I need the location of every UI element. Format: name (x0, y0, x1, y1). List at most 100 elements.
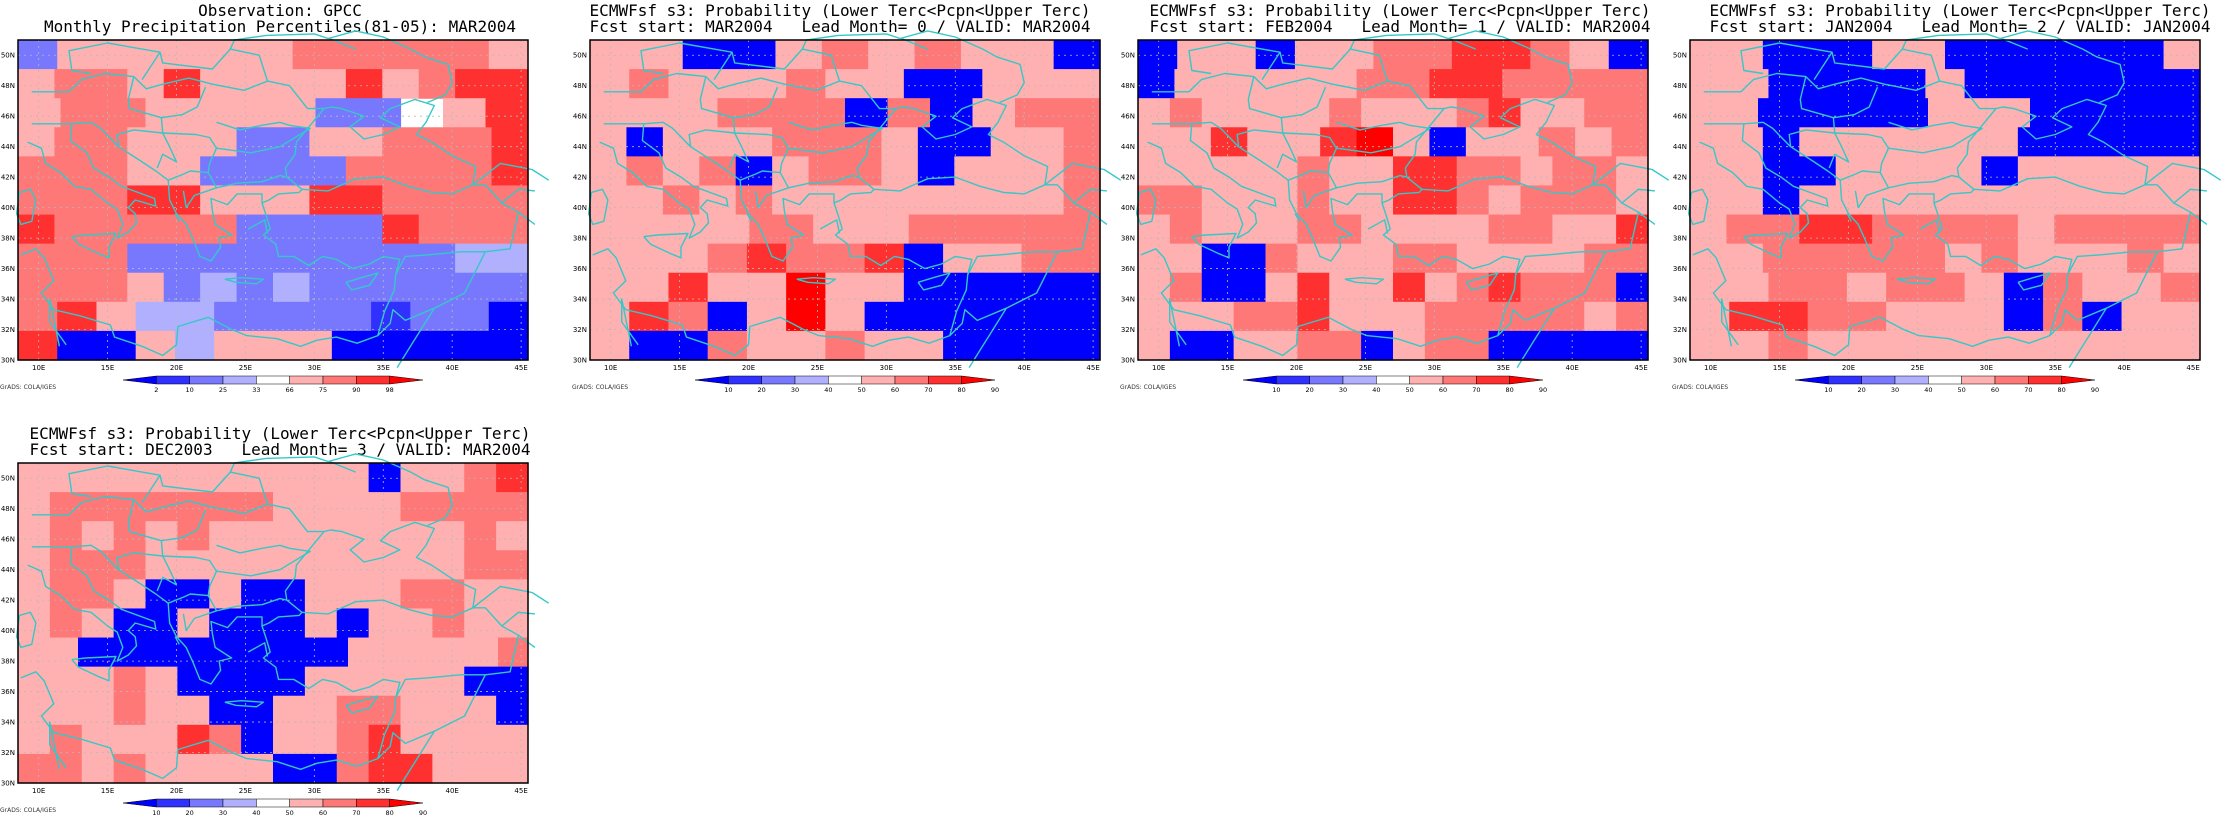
grid-cell (2054, 214, 2092, 245)
colorbar-segment (189, 798, 224, 808)
grid-cell (943, 69, 983, 99)
grid-cell (498, 637, 529, 668)
grid-cell (358, 98, 402, 128)
coastline (395, 674, 486, 699)
grads-credit: GrADS: COLA/IGES (1672, 384, 1728, 391)
coastline (1788, 121, 1983, 154)
coastlines (15, 30, 550, 368)
grid-cell (917, 156, 955, 187)
grid-cell (304, 463, 338, 493)
lat-tick-label: 30N (1673, 357, 1687, 365)
grid-cell (496, 492, 529, 522)
grid-cell (18, 214, 56, 245)
grid-cell (177, 492, 210, 522)
colorbar-segment (1994, 375, 2029, 385)
grid-cell (629, 301, 670, 332)
lon-tick-label: 30E (1980, 364, 1993, 372)
lat-tick-label: 42N (1, 597, 15, 605)
grid-cell (81, 550, 115, 580)
lat-tick-label: 50N (1, 475, 15, 483)
lat-tick-label: 50N (1121, 52, 1135, 60)
coastline (1813, 51, 1833, 80)
coastline (1592, 162, 1670, 186)
grid-cell (432, 550, 465, 580)
plot-area (15, 453, 550, 791)
grid-cell (746, 330, 787, 361)
colorbar-segment (289, 375, 324, 385)
grid-cell (113, 608, 147, 639)
grid-cell (368, 550, 402, 580)
lat-tick-label: 36N (1673, 265, 1687, 273)
grid-cell (1201, 98, 1235, 128)
lon-tick-label: 35E (377, 364, 390, 372)
grid-cell (1138, 127, 1176, 157)
grid-cell (464, 550, 497, 580)
lat-tick-label: 34N (1673, 296, 1687, 304)
grid-cell (1616, 98, 1649, 128)
plot-frame (1137, 39, 1649, 361)
grid-cell (177, 724, 210, 755)
grid-cell (209, 579, 242, 610)
lat-tick-label: 46N (1673, 113, 1687, 121)
lon-tick-label: 10E (1152, 364, 1165, 372)
grid-cell (177, 695, 210, 726)
grid-cell (345, 214, 383, 245)
grid-cell (491, 127, 529, 157)
grid-cell (309, 272, 347, 303)
grid-cell (1393, 98, 1426, 128)
panel-title-line2: Fcst start: FEB2004 Lead Month= 1 / VALI… (1149, 17, 1651, 36)
grid-cell (1021, 69, 1062, 99)
grid-cell (496, 550, 529, 580)
grid-cell (1233, 301, 1267, 332)
grid-cell (1552, 98, 1585, 128)
grid-cell (903, 69, 944, 99)
lon-tick-label: 30E (308, 364, 321, 372)
grads-credit: GrADS: COLA/IGES (1120, 384, 1176, 391)
lon-tick-label: 25E (239, 787, 252, 795)
grid-cell (746, 69, 787, 99)
grid-cell (1690, 330, 1730, 361)
grid-cell (1860, 98, 1895, 128)
grid-cell (400, 463, 433, 493)
grid-cell (1792, 98, 1827, 128)
grid-cell (1945, 243, 1983, 274)
grid-cell (81, 695, 115, 726)
colorbar-segment (322, 798, 357, 808)
lon-tick-label: 30E (1428, 364, 1441, 372)
coastline (603, 121, 1046, 262)
grid-cell (345, 156, 383, 187)
coastline (116, 121, 311, 154)
grid-cell (772, 127, 810, 157)
coastline (1896, 276, 1937, 285)
grid-cell (200, 272, 238, 303)
coastline (224, 699, 265, 708)
panel-title-line1: ECMWFsf s3: Probability (Lower Terc<Pcpn… (1709, 1, 2211, 20)
lon-tick-label: 30E (880, 364, 893, 372)
grid-cell (1138, 98, 1171, 128)
colorbar-label: 98 (386, 386, 394, 394)
coastline (1044, 162, 1122, 186)
grid-cell (903, 330, 944, 361)
colorbar-label: 30 (1891, 386, 1899, 394)
grid-cell (1616, 301, 1649, 332)
lat-tick-label: 44N (1, 566, 15, 574)
grid-cell (1320, 127, 1358, 157)
grid-cell (2054, 243, 2092, 274)
probability-map: 10E 15E 20E 25E 30E 35E 40E 45E 30N 32N 34N 36N 38N 4… (572, 30, 1122, 394)
grid-cell (491, 272, 529, 303)
grid-cell (1393, 156, 1426, 187)
grid-cell (241, 695, 274, 726)
lon-tick-label: 15E (1221, 364, 1234, 372)
grid-cell (1424, 301, 1458, 332)
grid-cell (1373, 40, 1414, 70)
lon-tick-label: 10E (32, 364, 45, 372)
colorbar-label: 80 (386, 809, 394, 817)
grid-cell (488, 330, 529, 361)
colorbar-segment (894, 375, 929, 385)
grid-cell (2054, 156, 2092, 187)
grid-cell (18, 272, 56, 303)
lat-tick-label: 34N (1, 719, 15, 727)
grid-cell (1807, 301, 1848, 332)
probability-map: 10E 15E 20E 25E 30E 35E 40E 45E 30N 32N 34N 36N 38N 4… (1672, 30, 2222, 394)
grid-cell (177, 550, 210, 580)
